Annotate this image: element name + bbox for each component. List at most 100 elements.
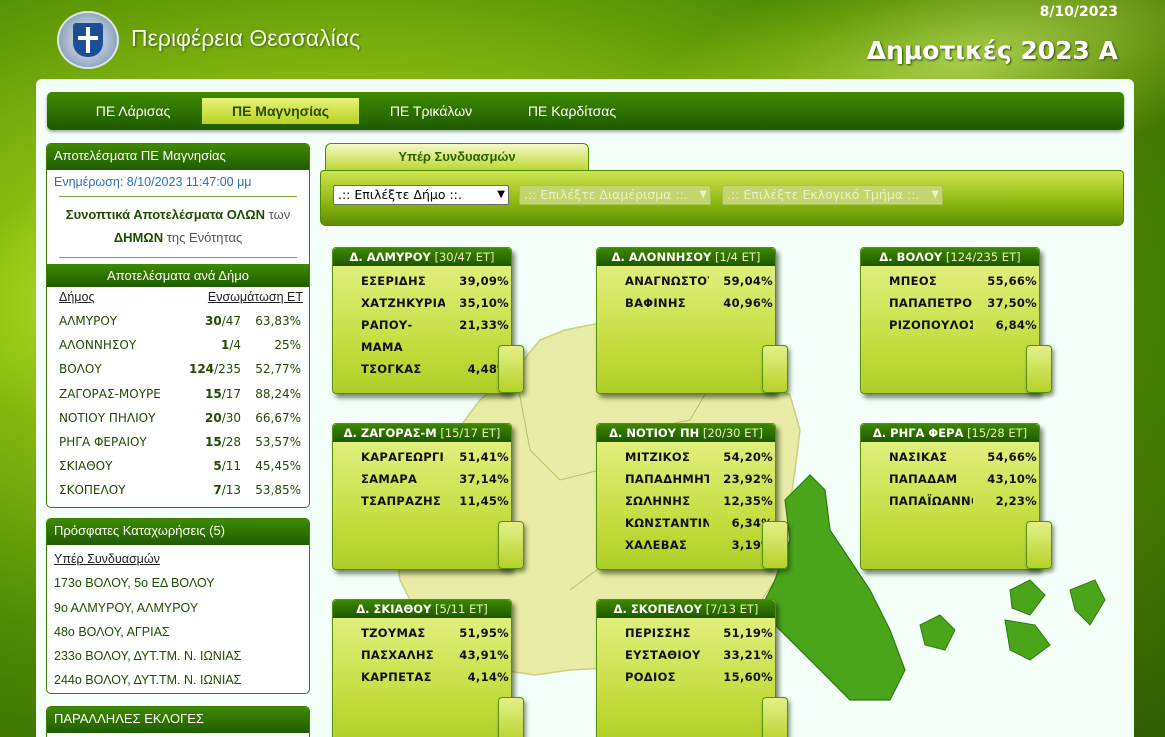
map-island — [1009, 579, 1046, 616]
municipality-result-card[interactable]: Δ. ΖΑΓΟΡΑΣ-Μ [15/17 ΕΤ] ΚΑΡΑΓΕΩΡΓΙ 51,41% Σ… — [332, 423, 524, 570]
card-title[interactable]: Δ. ΑΛΜΥΡΟΥ [30/47 ΕΤ] — [333, 248, 511, 266]
municipality-percent: 25% — [274, 338, 301, 353]
candidate-name: ΧΑΤΖΗΚΥΡΙΑ — [361, 296, 445, 310]
candidate-row: ΠΕΡΙΣΣΗΣ 51,19% — [597, 622, 775, 644]
municipality-count: 30/47 — [187, 309, 241, 333]
card-expand-tab[interactable] — [498, 345, 524, 393]
candidate-row: ΝΑΣΙΚΑΣ 54,66% — [861, 446, 1039, 468]
department-select[interactable]: .:: Επιλέξτε Διαμέρισμα ::. ▼ — [519, 185, 711, 205]
municipality-name[interactable]: ΡΗΓΑ ΦΕΡΑΙΟΥ — [59, 434, 147, 449]
candidate-name: ΕΣΕΡΙΔΗΣ — [361, 274, 427, 288]
card-title[interactable]: Δ. ΣΚΙΑΘΟΥ [5/11 ΕΤ] — [333, 600, 511, 618]
municipality-result-card[interactable]: Δ. ΝΟΤΙΟΥ ΠΗ [20/30 ΕΤ] ΜΙΤΖΙΚΟΣ 54,20% ΠΑΠ… — [596, 423, 788, 570]
municipality-row[interactable]: ΝΟΤΙΟΥ ΠΗΛΙΟΥ 20/30 66,67% — [47, 406, 309, 430]
municipality-count: 5/11 — [187, 454, 241, 478]
municipality-result-card[interactable]: Δ. ΑΛΜΥΡΟΥ [30/47 ΕΤ] ΕΣΕΡΙΔΗΣ 39,09% ΧΑΤΖΗ… — [332, 247, 524, 394]
municipality-result-card[interactable]: Δ. ΣΚΟΠΕΛΟΥ [7/13 ΕΤ] ΠΕΡΙΣΣΗΣ 51,19% ΕΥΣΤΑ… — [596, 599, 788, 737]
card-body: ΝΑΣΙΚΑΣ 54,66% ΠΑΠΑΔΑΜ 43,10% ΠΑΠΑΪΩΑΝΝΟ 2,23… — [861, 446, 1039, 512]
recent-list: 173ο ΒΟΛΟΥ, 5ο ΕΔ ΒΟΛΟΥ 9ο ΑΛΜΥΡΟΥ, ΑΛΜΥΡ… — [47, 571, 309, 692]
municipality-select[interactable]: .:: Επιλέξτε Δήμο ::. ▼ — [333, 185, 509, 205]
municipality-row[interactable]: ΑΛΜΥΡΟΥ 30/47 63,83% — [47, 309, 309, 333]
municipality-row[interactable]: ΖΑΓΟΡΑΣ-ΜΟΥΡΕ 15/17 88,24% — [47, 382, 309, 406]
card-expand-tab[interactable] — [1026, 345, 1052, 393]
recent-entry-link[interactable]: 9ο ΑΛΜΥΡΟΥ, ΑΛΜΥΡΟΥ — [54, 600, 199, 615]
card-title[interactable]: Δ. ΒΟΛΟΥ [124/235 ΕΤ] — [861, 248, 1039, 266]
recent-heading-link[interactable]: Υπέρ Συνδυασμών — [54, 552, 160, 566]
tab-larisa[interactable]: ΠΕ Λάρισας — [95, 103, 171, 119]
municipality-name[interactable]: ΒΟΛΟΥ — [59, 362, 102, 377]
count-total: /235 — [214, 362, 241, 377]
card-progress: [124/235 ΕΤ] — [945, 250, 1021, 264]
candidate-percent: 37,14% — [459, 472, 509, 486]
parallel-panel-title[interactable]: ΠΑΡΑΛΛΗΛΕΣ ΕΚΛΟΓΕΣ — [47, 707, 309, 733]
card-municipality: Δ. ΣΚΟΠΕΛΟΥ — [613, 602, 702, 616]
candidate-percent: 33,21% — [723, 648, 773, 662]
card-expand-tab[interactable] — [762, 345, 788, 393]
card-expand-tab[interactable] — [762, 697, 788, 737]
summary-text: της Ενότητας — [163, 230, 243, 245]
recent-entry-link[interactable]: 173ο ΒΟΛΟΥ, 5ο ΕΔ ΒΟΛΟΥ — [54, 576, 215, 591]
municipality-name[interactable]: ΑΛΟΝΝΗΣΟΥ — [59, 338, 137, 353]
municipality-row[interactable]: ΣΚΙΑΘΟΥ 5/11 45,45% — [47, 454, 309, 478]
candidate-name: ΡΑΠΟΥ- — [361, 318, 413, 332]
card-title[interactable]: Δ. ΖΑΓΟΡΑΣ-Μ [15/17 ΕΤ] — [333, 424, 511, 442]
municipality-result-card[interactable]: Δ. ΒΟΛΟΥ [124/235 ΕΤ] ΜΠΕΟΣ 55,66% ΠΑΠΑΠΕΤΡ… — [860, 247, 1052, 394]
candidate-name: ΧΑΛΕΒΑΣ — [625, 538, 688, 552]
card-title[interactable]: Δ. ΝΟΤΙΟΥ ΠΗ [20/30 ΕΤ] — [597, 424, 775, 442]
parallel-panel: ΠΑΡΑΛΛΗΛΕΣ ΕΚΛΟΓΕΣ — [46, 706, 310, 737]
section-select[interactable]: .:: Επιλέξτε Εκλογικό Τμήμα ::. ▼ — [722, 185, 943, 205]
candidate-row: ΠΑΠΑΪΩΑΝΝΟ 2,23% — [861, 490, 1039, 512]
by-municipality-header: Αποτελέσματα ανά Δήμο — [47, 264, 309, 287]
count-done: 20 — [204, 410, 222, 425]
candidate-name: ΠΑΠΑΔΗΜΗΤΡ — [625, 472, 709, 486]
candidate-percent: 43,91% — [459, 648, 509, 662]
recent-entry-link[interactable]: 48ο ΒΟΛΟΥ, ΑΓΡΙΑΣ — [54, 624, 170, 639]
municipality-name[interactable]: ΝΟΤΙΟΥ ΠΗΛΙΟΥ — [59, 410, 156, 425]
tab-magnisia[interactable]: ΠΕ Μαγνησίας — [202, 98, 359, 124]
municipality-name[interactable]: ΑΛΜΥΡΟΥ — [59, 314, 118, 328]
card-expand-tab[interactable] — [498, 521, 524, 569]
tab-party-results[interactable]: Υπέρ Συνδυασμών — [325, 143, 589, 173]
tab-trikala[interactable]: ΠΕ Τρικάλων — [389, 103, 473, 119]
count-total: /4 — [229, 338, 241, 353]
card-expand-tab[interactable] — [498, 697, 524, 737]
recent-panel: Πρόσφατες Καταχωρήσεις (5) Υπέρ Συνδυασμ… — [46, 518, 310, 694]
municipality-row[interactable]: ΒΟΛΟΥ 124/235 52,77% — [47, 357, 309, 381]
card-municipality: Δ. ΣΚΙΑΘΟΥ — [356, 602, 432, 616]
col-municipality[interactable]: Δήμος — [59, 290, 95, 304]
municipality-row[interactable]: ΑΛΟΝΝΗΣΟΥ 1/4 25% — [47, 333, 309, 357]
municipality-result-card[interactable]: Δ. ΑΛΟΝΝΗΣΟΥ [1/4 ΕΤ] ΑΝΑΓΝΩΣΤΟΥ 59,04% ΒΑΦ… — [596, 247, 788, 394]
card-title[interactable]: Δ. ΑΛΟΝΝΗΣΟΥ [1/4 ΕΤ] — [597, 248, 775, 266]
card-progress: [30/47 ΕΤ] — [434, 250, 495, 264]
card-title[interactable]: Δ. ΣΚΟΠΕΛΟΥ [7/13 ΕΤ] — [597, 600, 775, 618]
card-expand-tab[interactable] — [1026, 521, 1052, 569]
col-integration[interactable]: Ενσωμάτωση ΕΤ — [207, 290, 303, 304]
municipality-row[interactable]: ΡΗΓΑ ΦΕΡΑΙΟΥ 15/28 53,57% — [47, 430, 309, 454]
candidate-row: ΡΙΖΟΠΟΥΛΟΣ 6,84% — [861, 314, 1039, 336]
card-expand-tab[interactable] — [762, 521, 788, 569]
municipality-row[interactable]: ΣΚΟΠΕΛΟΥ 7/13 53,85% — [47, 478, 309, 502]
candidate-row: ΚΑΡΠΕΤΑΣ 4,14% — [333, 666, 511, 688]
card-title[interactable]: Δ. ΡΗΓΑ ΦΕΡΑ [15/28 ΕΤ] — [861, 424, 1039, 442]
candidate-row: ΠΑΣΧΑΛΗΣ 43,91% — [333, 644, 511, 666]
summary-bold[interactable]: ΔΗΜΩΝ — [113, 230, 164, 245]
tab-karditsa[interactable]: ΠΕ Καρδίτσας — [527, 103, 617, 119]
candidate-row: ΡΟΔΙΟΣ 15,60% — [597, 666, 775, 688]
summary-link[interactable]: Συνοπτικά Αποτελέσματα ΟΛΩΝ των ΔΗΜΩΝ τη… — [47, 199, 309, 255]
municipality-name[interactable]: ΖΑΓΟΡΑΣ-ΜΟΥΡΕ — [59, 386, 161, 401]
candidate-row: ΠΑΠΑΔΗΜΗΤΡ 23,92% — [597, 468, 775, 490]
summary-bold[interactable]: Συνοπτικά Αποτελέσματα ΟΛΩΝ — [65, 207, 265, 222]
candidate-name: ΜΑΜΑ — [361, 340, 403, 354]
municipality-name[interactable]: ΣΚΙΑΘΟΥ — [59, 459, 113, 474]
municipality-name[interactable]: ΣΚΟΠΕΛΟΥ — [59, 483, 126, 498]
recent-entry-link[interactable]: 244ο ΒΟΛΟΥ, ΔΥΤ.ΤΜ. Ν. ΙΩΝΙΑΣ — [54, 673, 242, 688]
candidate-row: ΤΣΑΠΡΑΖΗΣ 11,45% — [333, 490, 511, 512]
candidate-row: ΤΖΟΥΜΑΣ 51,95% — [333, 622, 511, 644]
candidate-percent: 37,50% — [987, 296, 1037, 310]
candidate-row: ΕΣΕΡΙΔΗΣ 39,09% — [333, 270, 511, 292]
recent-entry-link[interactable]: 233ο ΒΟΛΟΥ, ΔΥΤ.ΤΜ. Ν. ΙΩΝΙΑΣ — [54, 649, 242, 664]
candidate-name: ΝΑΣΙΚΑΣ — [889, 450, 948, 464]
municipality-result-card[interactable]: Δ. ΡΗΓΑ ΦΕΡΑ [15/28 ΕΤ] ΝΑΣΙΚΑΣ 54,66% ΠΑΠΑ… — [860, 423, 1052, 570]
municipality-count: 7/13 — [187, 478, 241, 502]
municipality-result-card[interactable]: Δ. ΣΚΙΑΘΟΥ [5/11 ΕΤ] ΤΖΟΥΜΑΣ 51,95% ΠΑΣΧΑΛΗ… — [332, 599, 524, 737]
